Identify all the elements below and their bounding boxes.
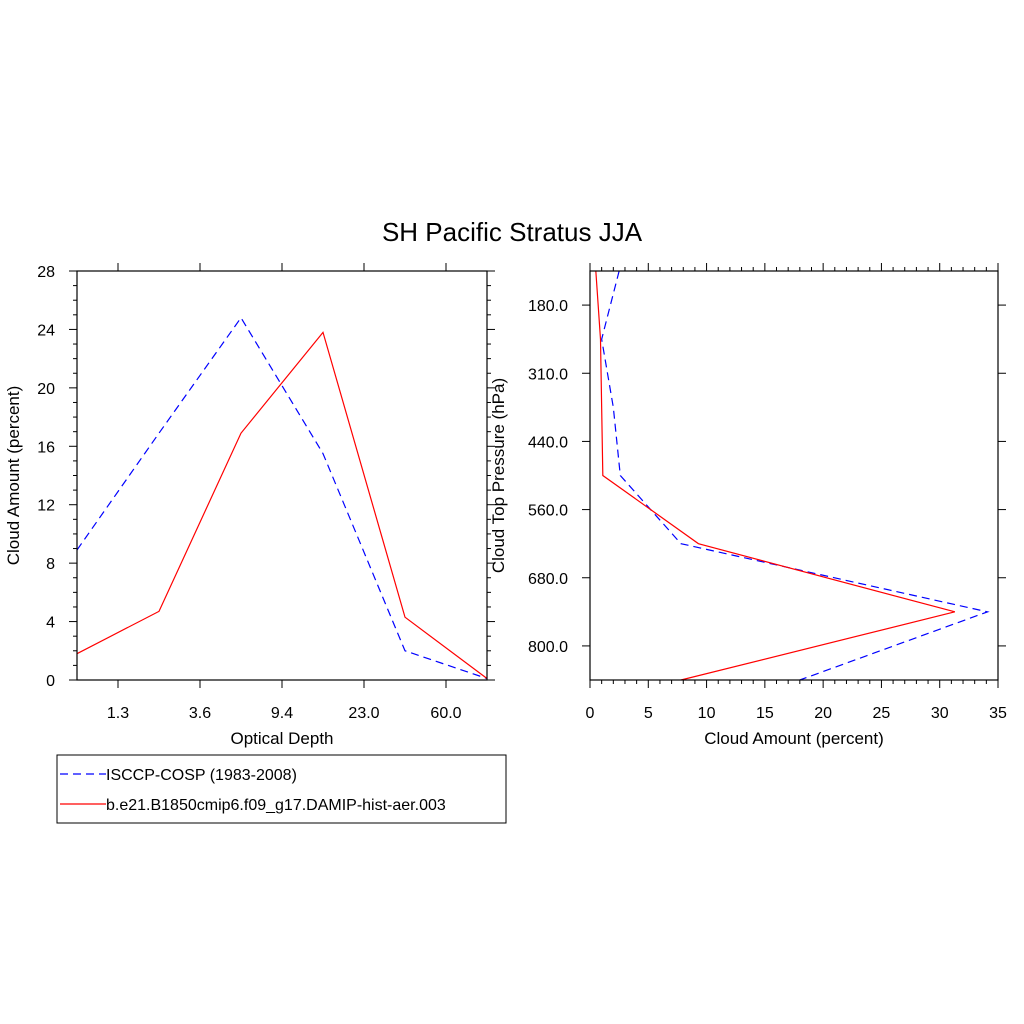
left-series-group <box>76 316 488 680</box>
left-y-tick-label: 4 <box>46 615 55 632</box>
right-series-line-1 <box>595 270 956 681</box>
right-x-tick-label: 0 <box>586 705 595 722</box>
left-y-tick-label: 12 <box>37 498 55 515</box>
right-series-line-0 <box>601 270 990 681</box>
right-x-axis-label: Cloud Amount (percent) <box>704 729 884 748</box>
left-x-tick-label: 23.0 <box>348 705 379 722</box>
right-y-tick-label: 180.0 <box>528 298 568 315</box>
right-y-tick-label: 680.0 <box>528 571 568 588</box>
right-x-tick-label: 25 <box>873 705 891 722</box>
left-axis-ticks: 0 4 8 12 16 20 24 28 1.3 3.6 9.4 23.0 60.0 <box>37 263 495 722</box>
legend-label-isccp: ISCCP-COSP (1983-2008) <box>106 767 297 784</box>
left-y-tick-label: 20 <box>37 381 55 398</box>
chart-title: SH Pacific Stratus JJA <box>382 217 643 247</box>
left-x-tick-label: 9.4 <box>271 705 293 722</box>
left-x-tick-label: 60.0 <box>430 705 461 722</box>
right-x-tick-label: 5 <box>644 705 653 722</box>
left-y-tick-label: 8 <box>46 556 55 573</box>
right-y-tick-label: 440.0 <box>528 434 568 451</box>
cloud-top-pressure-panel: 0 5 10 15 20 25 30 35 180.0 310.0 440.0 560.0 680.0 8… <box>489 263 1007 748</box>
right-y-axis-label: Cloud Top Pressure (hPa) <box>489 378 508 573</box>
right-axis-ticks: 0 5 10 15 20 25 30 35 180.0 310.0 440.0 560.0 680.0 8… <box>528 263 1007 722</box>
right-x-tick-label: 30 <box>931 705 949 722</box>
right-y-tick-label: 560.0 <box>528 503 568 520</box>
legend: ISCCP-COSP (1983-2008) b.e21.B1850cmip6.… <box>56 754 507 824</box>
left-y-tick-label: 0 <box>46 673 55 690</box>
left-y-tick-label: 16 <box>37 439 55 456</box>
legend-box <box>56 754 507 824</box>
right-x-tick-label: 15 <box>756 705 774 722</box>
left-plot-frame <box>76 270 488 681</box>
right-series-group <box>595 270 990 681</box>
left-x-tick-label: 1.3 <box>107 705 129 722</box>
legend-label-model: b.e21.B1850cmip6.f09_g17.DAMIP-hist-aer.… <box>106 797 446 814</box>
right-x-tick-label: 10 <box>698 705 716 722</box>
left-x-tick-label: 3.6 <box>189 705 211 722</box>
left-y-tick-label: 28 <box>37 264 55 281</box>
optical-depth-panel: 0 4 8 12 16 20 24 28 1.3 3.6 9.4 23.0 60.0 Optical D… <box>4 263 495 748</box>
left-y-axis-label: Cloud Amount (percent) <box>4 386 23 566</box>
right-y-tick-label: 310.0 <box>528 366 568 383</box>
right-y-tick-label: 800.0 <box>528 639 568 656</box>
right-plot-frame <box>589 270 999 681</box>
left-x-axis-label: Optical Depth <box>231 729 334 748</box>
left-series-line-0 <box>76 316 488 680</box>
right-x-tick-label: 20 <box>814 705 832 722</box>
left-y-tick-label: 24 <box>37 322 55 339</box>
left-series-line-1 <box>76 331 488 680</box>
right-x-tick-label: 35 <box>989 705 1007 722</box>
